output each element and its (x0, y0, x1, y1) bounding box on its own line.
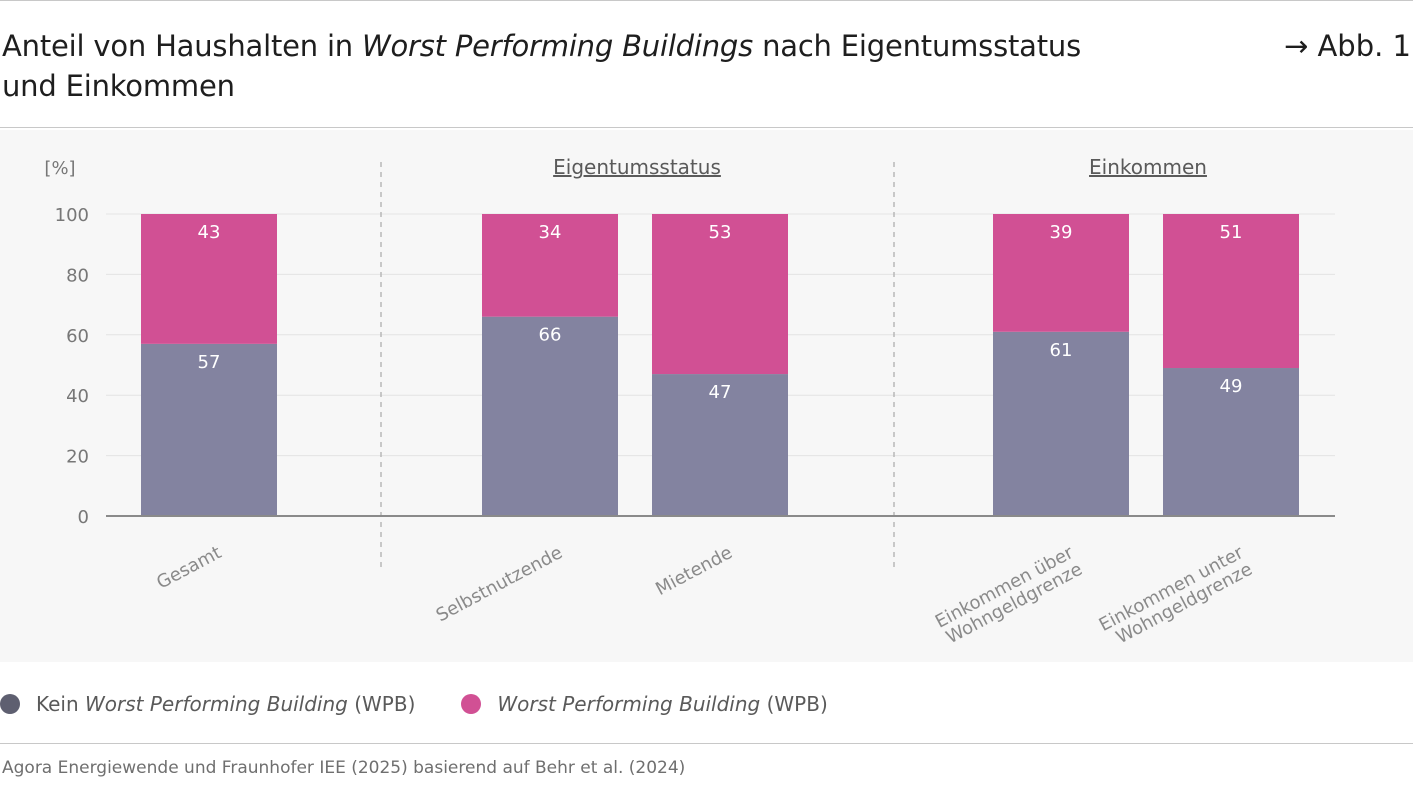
legend-swatch-wpb (461, 694, 482, 714)
x-tick-label: Gesamt (153, 542, 225, 593)
data-label: 61 (1050, 340, 1073, 361)
bar-segment (482, 316, 618, 516)
bar-segment (1163, 368, 1299, 516)
legend-item-wpb: Worst Performing Building (WPB) (461, 692, 828, 716)
x-tick-label: Einkommen überWohngeldgrenze (932, 542, 1086, 649)
data-label: 43 (198, 222, 221, 243)
title-text-line2: und Einkommen (2, 69, 235, 103)
legend-label-no-wpb: Kein Worst Performing Building (WPB) (36, 692, 416, 716)
y-tick-label: 100 (55, 205, 89, 226)
group-header: Einkommen (1089, 155, 1207, 179)
figure-reference: → Abb. 1 (1283, 29, 1411, 63)
data-label: 53 (709, 222, 732, 243)
bar-segment (652, 374, 788, 516)
title-text-1: Anteil von Haushalten in (2, 29, 363, 63)
stacked-bar-chart: 0 20 40 60 80 100 [%] Eigentumsstatus Einkommen 5… (44, 155, 1335, 653)
y-tick-label: 0 (78, 507, 89, 528)
legend-swatch-no-wpb (0, 694, 20, 714)
bar-segment (993, 331, 1129, 516)
data-label: 34 (539, 222, 562, 243)
title-rule (0, 127, 1413, 128)
y-tick-label: 20 (66, 447, 89, 468)
top-rule (0, 0, 1413, 1)
bar-segment (141, 214, 277, 344)
chart-panel: 0 20 40 60 80 100 [%] Eigentumsstatus Einkommen 5… (0, 130, 1413, 662)
bar-segment (482, 214, 618, 317)
x-tick-label: Selbstnutzende (433, 542, 566, 626)
chart-title: Anteil von Haushalten in Worst Performin… (2, 26, 1202, 106)
data-label: 39 (1050, 222, 1073, 243)
bar-segment (141, 343, 277, 516)
x-tick-label: Einkommen unterWohngeldgrenze (1096, 542, 1257, 653)
legend-item-no-wpb: Kein Worst Performing Building (WPB) (0, 692, 415, 716)
legend: Kein Worst Performing Building (WPB) Wor… (0, 690, 874, 718)
y-tick-label: 80 (66, 265, 89, 286)
data-label: 47 (709, 382, 732, 403)
data-label: 51 (1220, 222, 1243, 243)
data-label: 66 (539, 325, 562, 346)
title-text-italic: Worst Performing Buildings (362, 29, 754, 63)
y-tick-label: 60 (66, 326, 89, 347)
x-tick-label: Mietende (652, 542, 736, 600)
bar-segment (993, 214, 1129, 332)
bar-segment (652, 214, 788, 375)
footer-rule (0, 743, 1413, 744)
y-axis-label: [%] (44, 158, 75, 179)
source-note: Agora Energiewende und Fraunhofer IEE (2… (2, 758, 686, 778)
y-tick-label: 40 (66, 386, 89, 407)
group-header: Eigentumsstatus (553, 155, 721, 179)
bar-segment (1163, 214, 1299, 369)
data-label: 57 (198, 352, 221, 373)
data-label: 49 (1220, 376, 1243, 397)
legend-label-wpb: Worst Performing Building (WPB) (497, 692, 828, 716)
title-text-2: nach Eigentumsstatus (753, 29, 1081, 63)
